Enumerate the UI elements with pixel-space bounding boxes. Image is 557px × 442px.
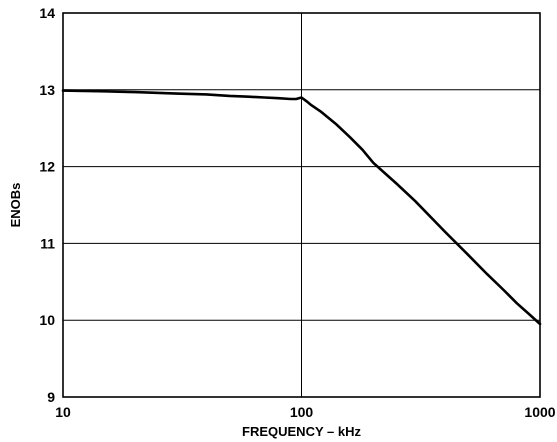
y-tick-label: 11 [40, 235, 55, 251]
y-tick-label: 13 [39, 82, 55, 98]
enob-curve [61, 89, 542, 326]
grid-lines [63, 13, 540, 397]
y-tick-label: 9 [47, 389, 55, 405]
x-axis-title: FREQUENCY – kHz [242, 424, 361, 439]
plot-frame [62, 12, 541, 398]
x-tick-label: 10 [55, 404, 71, 420]
y-tick-label: 12 [39, 159, 55, 175]
y-axis-title: ENOBs [8, 183, 23, 228]
y-tick-label: 10 [39, 312, 55, 328]
x-tick-label: 1000 [524, 404, 555, 420]
x-tick-label: 100 [290, 404, 314, 420]
y-tick-label: 14 [39, 5, 55, 21]
